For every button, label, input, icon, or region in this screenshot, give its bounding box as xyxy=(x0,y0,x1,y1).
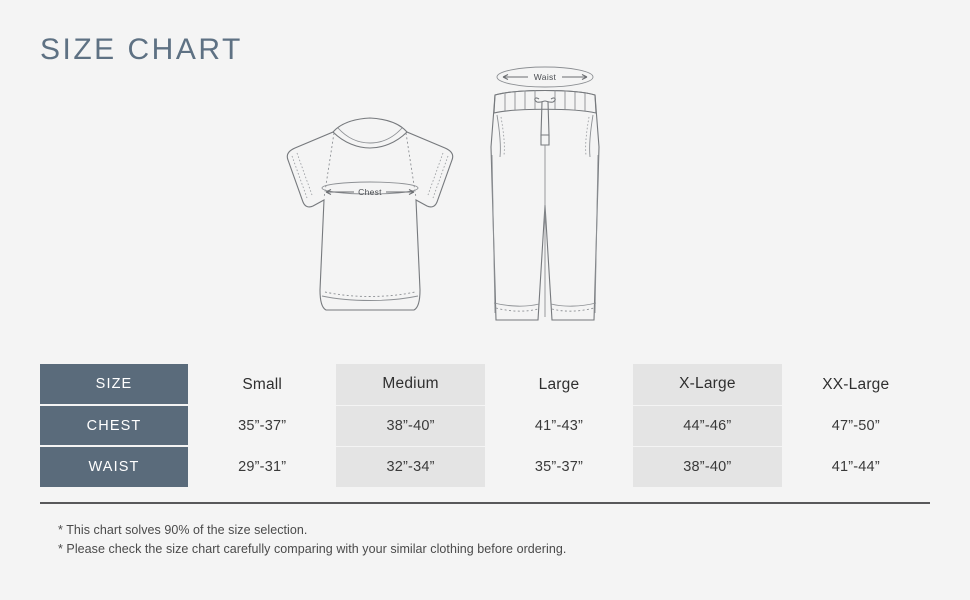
cell-chest-small: 35”-37” xyxy=(238,417,287,434)
tshirt-illustration: Chest xyxy=(270,110,470,325)
cell-waist-xx-large: 41”-44” xyxy=(831,458,880,475)
waist-measurement-label: Waist xyxy=(534,72,557,82)
garment-illustrations: Chest Waist xyxy=(270,55,670,345)
column-header-large: Large xyxy=(538,375,580,393)
page-title: SIZE CHART xyxy=(40,33,243,66)
footnotes: * This chart solves 90% of the size sele… xyxy=(58,521,758,559)
cell-waist-large: 35”-37” xyxy=(534,458,584,475)
footnote-1: * This chart solves 90% of the size sele… xyxy=(58,523,308,537)
cell-waist-medium: 32”-34” xyxy=(336,446,485,487)
table-row-waist: WAIST 29”-31” 32”-34” 35”-37” 38”-40” 41… xyxy=(40,446,930,487)
footnote-2: * Please check the size chart carefully … xyxy=(58,542,567,556)
cell-chest-medium: 38”-40” xyxy=(336,405,485,447)
cell-waist-small: 29”-31” xyxy=(238,458,287,475)
cell-waist-x-large: 38”-40” xyxy=(633,446,782,487)
table-row-header: SIZE Small Medium Large X-Large XX-Large xyxy=(40,364,930,406)
column-header-medium: Medium xyxy=(336,364,485,406)
table-row-chest: CHEST 35”-37” 38”-40” 41”-43” 44”-46” 47… xyxy=(40,405,930,447)
column-header-x-large: X-Large xyxy=(633,364,782,406)
row-label-size: SIZE xyxy=(40,364,188,406)
column-header-small: Small xyxy=(242,375,283,393)
cell-chest-x-large: 44”-46” xyxy=(633,405,782,447)
row-label-waist: WAIST xyxy=(40,446,188,487)
size-chart-table: SIZE Small Medium Large X-Large XX-Large… xyxy=(40,364,930,487)
cell-chest-xx-large: 47”-50” xyxy=(831,417,880,434)
pants-illustration: Waist xyxy=(475,55,615,340)
cell-chest-large: 41”-43” xyxy=(534,417,584,434)
column-header-xx-large: XX-Large xyxy=(822,375,890,393)
footer-divider xyxy=(40,502,930,504)
chest-measurement-label: Chest xyxy=(358,187,382,197)
row-label-chest: CHEST xyxy=(40,405,188,447)
